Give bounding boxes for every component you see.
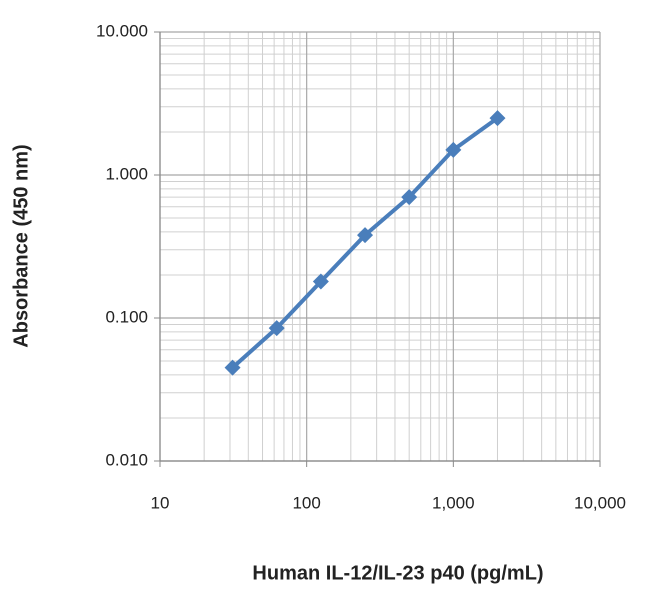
- x-axis-title: Human IL-12/IL-23 p40 (pg/mL): [252, 562, 543, 584]
- x-tick-label: 100: [292, 493, 320, 512]
- marker: [312, 273, 329, 290]
- y-tick-label: 0.010: [105, 450, 148, 469]
- marker: [268, 320, 285, 337]
- marker: [357, 227, 374, 244]
- marker: [489, 110, 506, 127]
- x-tick-label: 1,000: [432, 493, 475, 512]
- y-axis-title: Absorbance (450 nm): [10, 144, 32, 347]
- y-tick-label: 0.100: [105, 307, 148, 326]
- marker: [445, 141, 462, 158]
- x-tick-label: 10: [151, 493, 170, 512]
- y-tick-label: 1.000: [105, 164, 148, 183]
- marker: [224, 359, 241, 376]
- marker: [401, 189, 418, 206]
- y-tick-label: 10.000: [96, 21, 148, 40]
- x-tick-label: 10,000: [574, 493, 626, 512]
